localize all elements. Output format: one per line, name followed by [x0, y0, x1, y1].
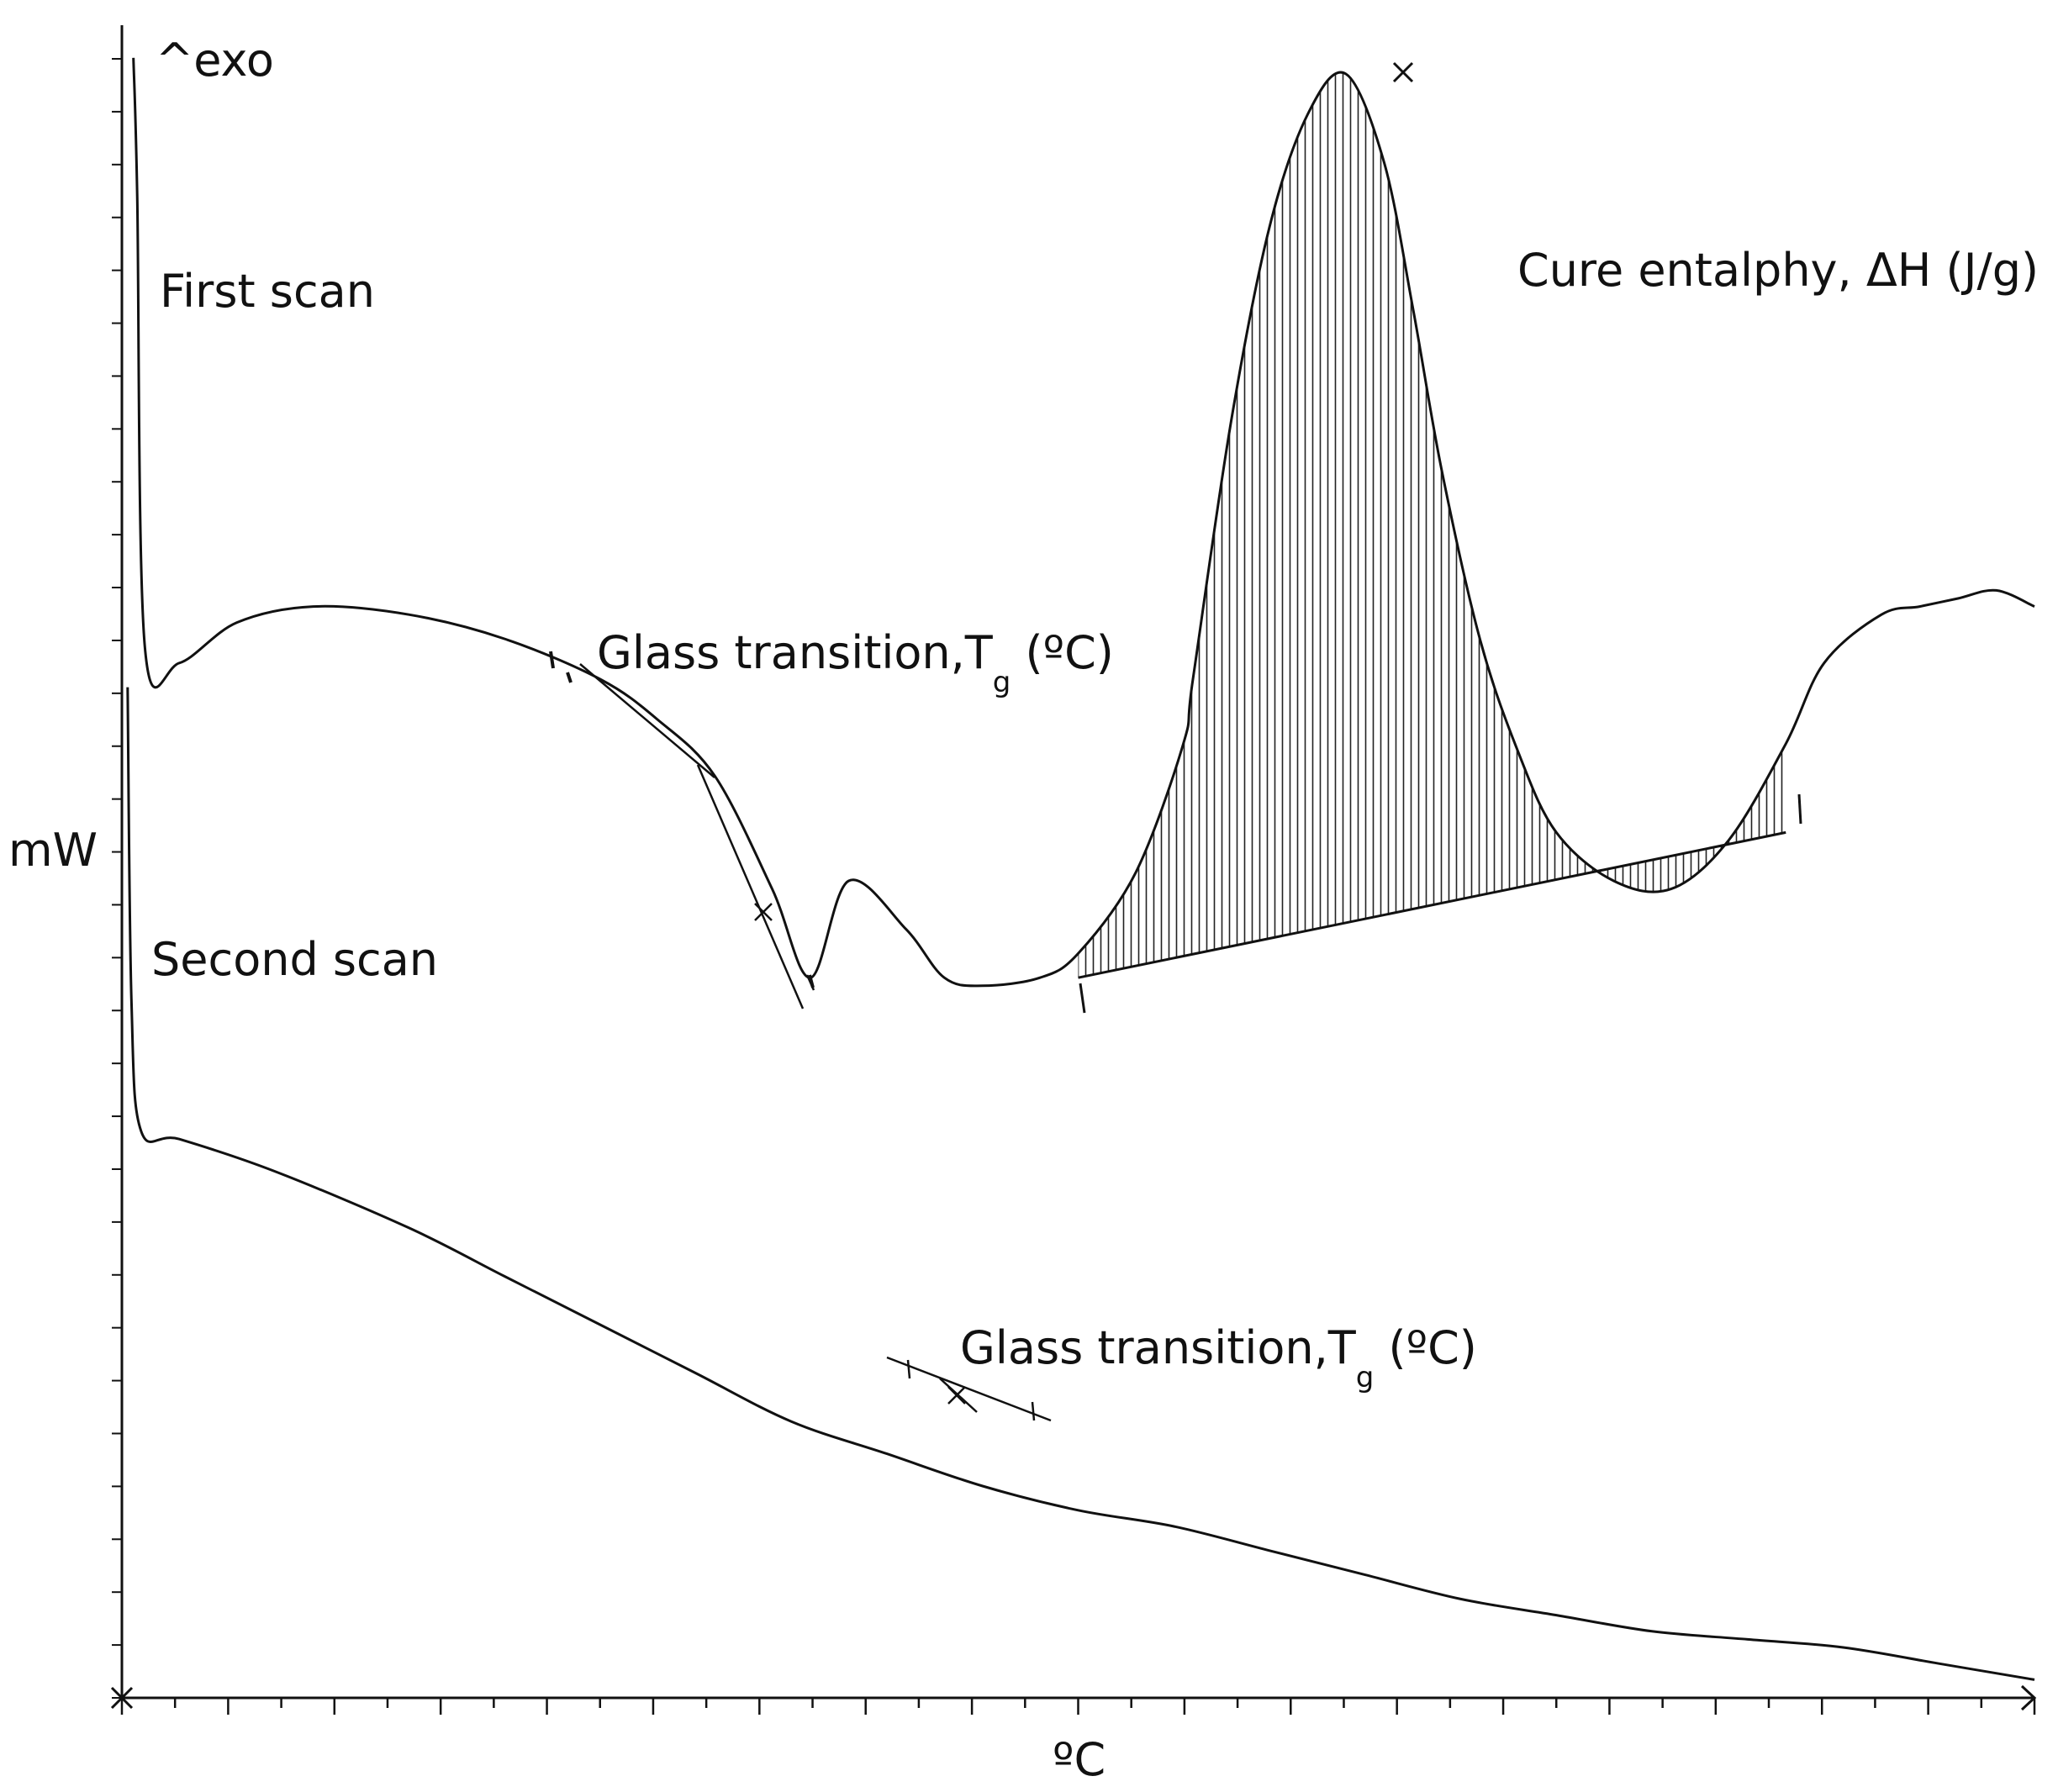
annotation-tg-second-sub: g [1356, 1361, 1375, 1394]
origin-cross [110, 1686, 134, 1710]
tg1-markers [549, 651, 815, 988]
annotation-tg-second-main: Glass transition,T [960, 1321, 1357, 1374]
tg1-construction [579, 663, 815, 1009]
cure-baseline [1078, 830, 1786, 979]
x-axis-label: ºC [1053, 1733, 1106, 1786]
annotation-cure-enthalpy: Cure entalphy, ΔH (J/g) [1517, 244, 2039, 297]
y-axis-label: mW [8, 824, 98, 877]
annotation-tg-first: Glass transition,Tg (ºC) [597, 626, 1114, 699]
series-label-first-scan: First scan [160, 265, 375, 318]
annotation-tg-first-main: Glass transition,T [597, 626, 994, 679]
exo-direction-label: ^exo [156, 34, 274, 87]
annotation-tg-first-tail: (ºC) [1011, 626, 1113, 679]
second-scan-line [126, 687, 2035, 1681]
first-scan-line [132, 57, 2035, 988]
tg2-construction [886, 1356, 1052, 1422]
x-ticks [120, 1698, 2036, 1715]
series-label-second-scan: Second scan [151, 933, 438, 986]
y-ticks [112, 58, 122, 1699]
curves [126, 57, 2035, 1681]
cure-enthalpy-area [1078, 72, 1783, 978]
annotation-tg-first-sub: g [993, 666, 1011, 699]
x-axis-arrow [2020, 1684, 2037, 1711]
peak-markers [1079, 61, 1802, 1014]
annotation-tg-second: Glass transition,Tg (ºC) [960, 1321, 1477, 1394]
annotation-tg-second-tail: (ºC) [1374, 1321, 1476, 1374]
